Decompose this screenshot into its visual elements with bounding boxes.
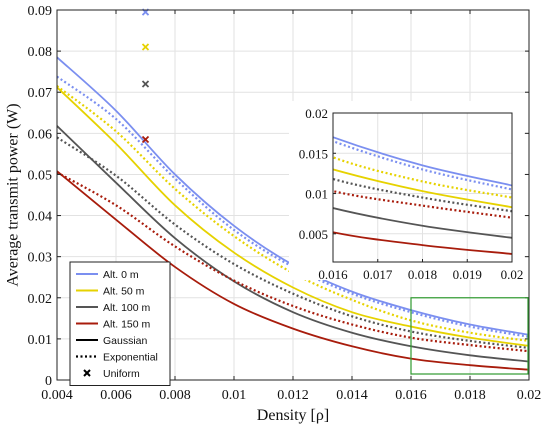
zoom-region-box — [410, 297, 529, 375]
x-tick-label: 0.008 — [159, 388, 191, 403]
inset-x-tick-label: 0.018 — [408, 267, 437, 282]
inset-y-tick-label: 0.005 — [299, 227, 328, 242]
uniform-markers — [141, 8, 150, 144]
uniform-marker-alt-100-m — [141, 80, 150, 88]
x-tick-label: 0.018 — [454, 388, 486, 403]
inset-x-tick-label: 0.016 — [318, 267, 348, 282]
series-line-alt-150-m-gaussian — [56, 170, 530, 371]
marker-stroke — [141, 80, 150, 88]
inset-chart: 0.016 0.017 0.018 0.019 0.02 0.005 0.01 0.015 0.… — [289, 101, 524, 282]
inset-series-line-alt-0-m-gaussian — [333, 136, 512, 187]
y-tick-label: 0.05 — [28, 168, 53, 183]
x-tick-label: 0.014 — [336, 388, 368, 403]
main-ticks: 0.004 0.006 0.008 0.01 0.012 0.014 0.016 0.018 0… — [28, 4, 542, 403]
inset-series-line-alt-100-m-gaussian — [333, 207, 512, 239]
inset-x-tick-label: 0.017 — [363, 267, 393, 282]
legend: Alt. 0 m Alt. 50 m Alt. 100 m Alt. 150 m Gau… — [69, 261, 171, 386]
inset-series-line-alt-150-m-gaussian — [333, 231, 512, 255]
x-tick-label: 0.01 — [222, 388, 247, 403]
inset-series-line-alt-100-m-exponential — [333, 177, 512, 213]
legend-label: Alt. 150 m — [103, 319, 151, 331]
legend-entry-alt-50-m: Alt. 50 m — [76, 286, 145, 298]
y-tick-label: 0.06 — [28, 127, 53, 142]
inset-ticks: 0.016 0.017 0.018 0.019 0.02 0.005 0.01 0.015 0.… — [299, 106, 524, 282]
legend-label: Alt. 100 m — [103, 302, 151, 314]
series-line-alt-100-m-exponential — [56, 136, 530, 350]
legend-label: Alt. 0 m — [103, 269, 139, 281]
legend-label: Exponential — [103, 352, 158, 364]
legend-entry-exponential: Exponential — [76, 352, 158, 364]
uniform-marker-alt-150-m — [141, 135, 150, 144]
legend-marker-icon — [83, 369, 91, 377]
y-tick-label: 0.09 — [28, 4, 53, 19]
series-line-alt-50-m-exponential — [56, 85, 530, 343]
main-series — [56, 56, 530, 371]
legend-entry-alt-150-m: Alt. 150 m — [76, 319, 151, 331]
inset-x-tick-label: 0.02 — [501, 267, 524, 282]
x-tick-label: 0.012 — [277, 388, 309, 403]
y-tick-label: 0 — [45, 374, 52, 389]
series-line-alt-0-m-exponential — [56, 75, 530, 338]
inset-series-line-alt-150-m-exponential — [333, 189, 512, 219]
inset-series-line-alt-50-m-exponential — [333, 156, 512, 199]
x-tick-label: 0.006 — [100, 388, 132, 403]
series-line-alt-0-m-gaussian — [56, 56, 530, 336]
inset-series-line-alt-50-m-gaussian — [333, 168, 512, 209]
inset-y-tick-label: 0.015 — [299, 146, 328, 161]
y-tick-label: 0.03 — [28, 251, 53, 266]
legend-entry-gaussian: Gaussian — [76, 335, 148, 347]
inset-x-tick-label: 0.019 — [453, 267, 482, 282]
legend-entry-alt-100-m: Alt. 100 m — [76, 302, 151, 314]
x-tick-label: 0.016 — [395, 388, 427, 403]
inset-background — [289, 101, 524, 280]
inset-y-tick-label: 0.01 — [305, 187, 328, 202]
series-line-alt-100-m-gaussian — [56, 125, 530, 363]
uniform-marker-alt-50-m — [141, 43, 150, 51]
inset-series — [333, 136, 512, 255]
y-tick-label: 0.01 — [28, 333, 53, 348]
legend-entry-uniform: Uniform — [83, 368, 140, 380]
inset-y-tick-label: 0.02 — [305, 106, 328, 121]
series-line-alt-50-m-gaussian — [56, 86, 530, 347]
x-tick-label: 0.02 — [517, 388, 542, 403]
legend-entries: Alt. 0 m Alt. 50 m Alt. 100 m Alt. 150 m Gau… — [76, 269, 158, 380]
y-tick-label: 0.04 — [28, 210, 53, 225]
marker-stroke — [141, 43, 150, 51]
legend-label: Uniform — [103, 368, 140, 380]
legend-entry-alt-0-m: Alt. 0 m — [76, 269, 139, 281]
y-axis-label: Average transmit power (W) — [5, 103, 22, 286]
x-axis-label: Density [ρ] — [257, 407, 329, 424]
marker-stroke — [141, 135, 150, 144]
legend-label: Gaussian — [103, 335, 148, 347]
y-tick-label: 0.08 — [28, 45, 53, 60]
y-tick-label: 0.02 — [28, 292, 53, 307]
legend-label: Alt. 50 m — [103, 286, 145, 298]
x-tick-label: 0.004 — [41, 388, 73, 403]
y-tick-label: 0.07 — [28, 86, 53, 101]
